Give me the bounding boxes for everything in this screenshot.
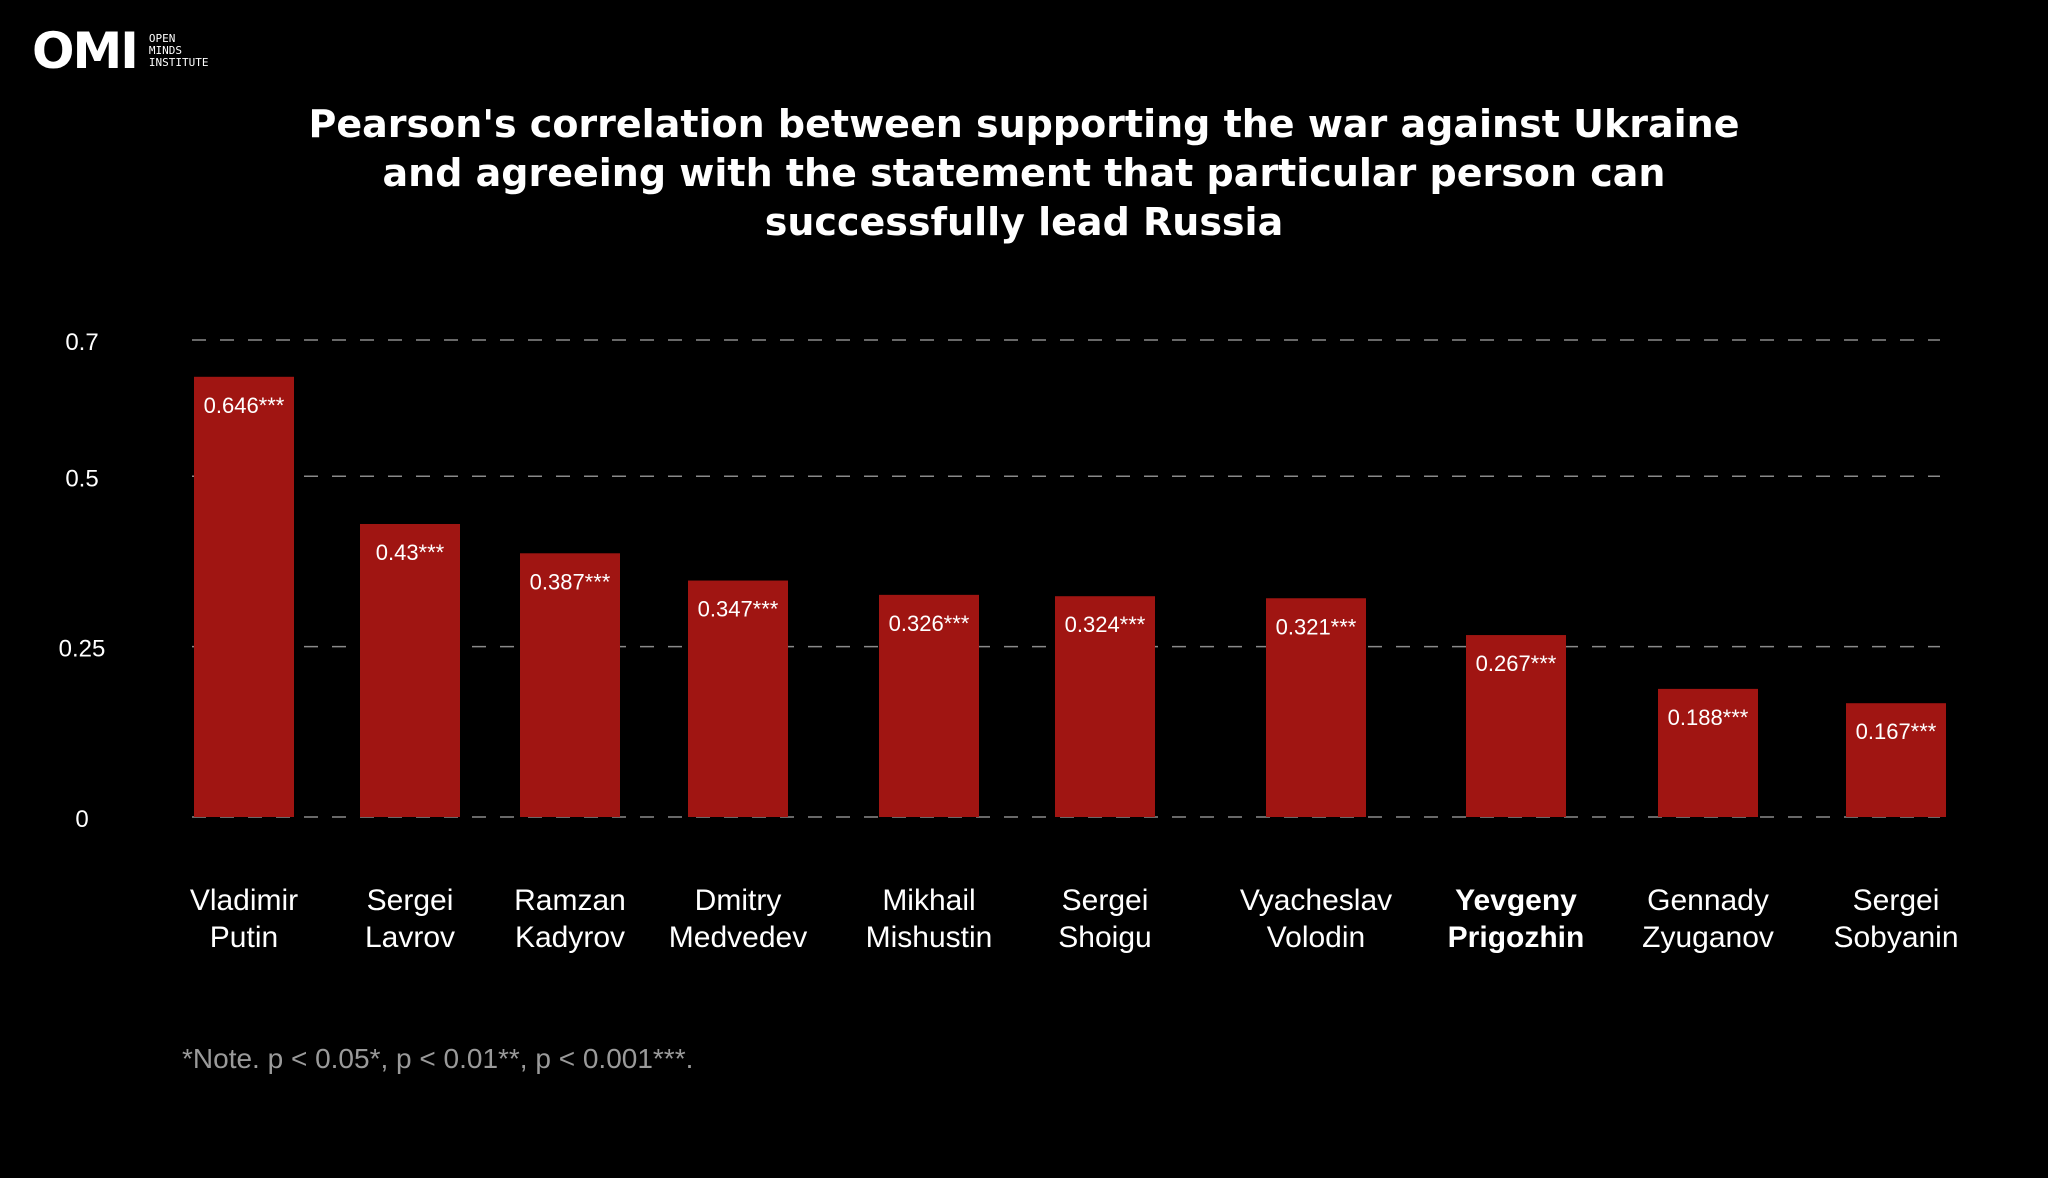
x-tick-label: Volodin bbox=[1267, 921, 1365, 954]
significance-note: *Note. p < 0.05*, p < 0.01**, p < 0.001*… bbox=[182, 1043, 694, 1074]
bar-data-label: 0.324*** bbox=[1065, 612, 1146, 637]
x-tick-label: Zyuganov bbox=[1642, 921, 1774, 954]
bar bbox=[1658, 688, 1758, 817]
x-tick-label: Mishustin bbox=[866, 921, 993, 954]
bar-data-label: 0.43*** bbox=[376, 540, 445, 565]
x-tick-label: Kadyrov bbox=[515, 921, 625, 954]
bar-data-label: 0.267*** bbox=[1476, 651, 1557, 676]
x-tick-label: Dmitry bbox=[695, 884, 782, 917]
y-tick-label: 0.5 bbox=[65, 465, 98, 492]
bar-data-label: 0.188*** bbox=[1668, 705, 1749, 730]
x-tick-label: Sergei bbox=[367, 884, 454, 917]
x-tick-label: Lavrov bbox=[365, 921, 455, 954]
x-tick-label: Medvedev bbox=[669, 921, 807, 954]
x-tick-label: Vladimir bbox=[190, 884, 298, 917]
logo-line-1: OPEN bbox=[148, 32, 176, 45]
chart-title-line-2: and agreeing with the statement that par… bbox=[382, 151, 1666, 195]
bar bbox=[194, 376, 294, 817]
bar bbox=[520, 553, 620, 817]
x-tick-label: Shoigu bbox=[1058, 921, 1151, 954]
x-tick-label: Prigozhin bbox=[1448, 921, 1585, 954]
y-tick-label: 0.7 bbox=[65, 329, 98, 356]
bar bbox=[1055, 596, 1155, 817]
x-tick-label: Putin bbox=[210, 921, 278, 954]
x-tick-label: Ramzan bbox=[514, 884, 626, 917]
logo-mark: OMI bbox=[32, 22, 139, 80]
logo-line-2: MINDS bbox=[148, 44, 182, 57]
omi-logo: OMI OPEN MINDS INSTITUTE bbox=[32, 26, 208, 76]
bar-data-label: 0.321*** bbox=[1276, 614, 1357, 639]
x-tick-label: Gennady bbox=[1647, 884, 1769, 917]
x-tick-label: Sergei bbox=[1853, 884, 1940, 917]
chart-title-line-1: Pearson's correlation between supporting… bbox=[308, 102, 1740, 146]
logo-line-3: INSTITUTE bbox=[148, 56, 209, 69]
logo-text: OPEN MINDS INSTITUTE bbox=[149, 33, 209, 69]
bar bbox=[1846, 703, 1946, 817]
chart-title: Pearson's correlation between supporting… bbox=[224, 100, 1824, 247]
x-tick-label: Sergei bbox=[1062, 884, 1149, 917]
y-tick-label: 0.25 bbox=[59, 636, 106, 663]
bar bbox=[1466, 635, 1566, 817]
bar-data-label: 0.646*** bbox=[204, 393, 285, 418]
bar-data-label: 0.387*** bbox=[530, 569, 611, 594]
bar-data-label: 0.347*** bbox=[698, 597, 779, 622]
bar bbox=[1266, 598, 1366, 817]
bar bbox=[360, 523, 460, 817]
y-tick-label: 0 bbox=[75, 806, 88, 833]
bar-data-label: 0.326*** bbox=[889, 611, 970, 636]
x-tick-label: Vyacheslav bbox=[1240, 884, 1392, 917]
x-tick-label: Mikhail bbox=[882, 884, 975, 917]
bar bbox=[688, 580, 788, 817]
x-tick-label: Sobyanin bbox=[1833, 921, 1958, 954]
bar bbox=[879, 594, 979, 817]
bar-data-label: 0.167*** bbox=[1856, 719, 1937, 744]
chart-title-line-3: successfully lead Russia bbox=[764, 200, 1284, 244]
x-tick-label: Yevgeny bbox=[1455, 884, 1577, 917]
